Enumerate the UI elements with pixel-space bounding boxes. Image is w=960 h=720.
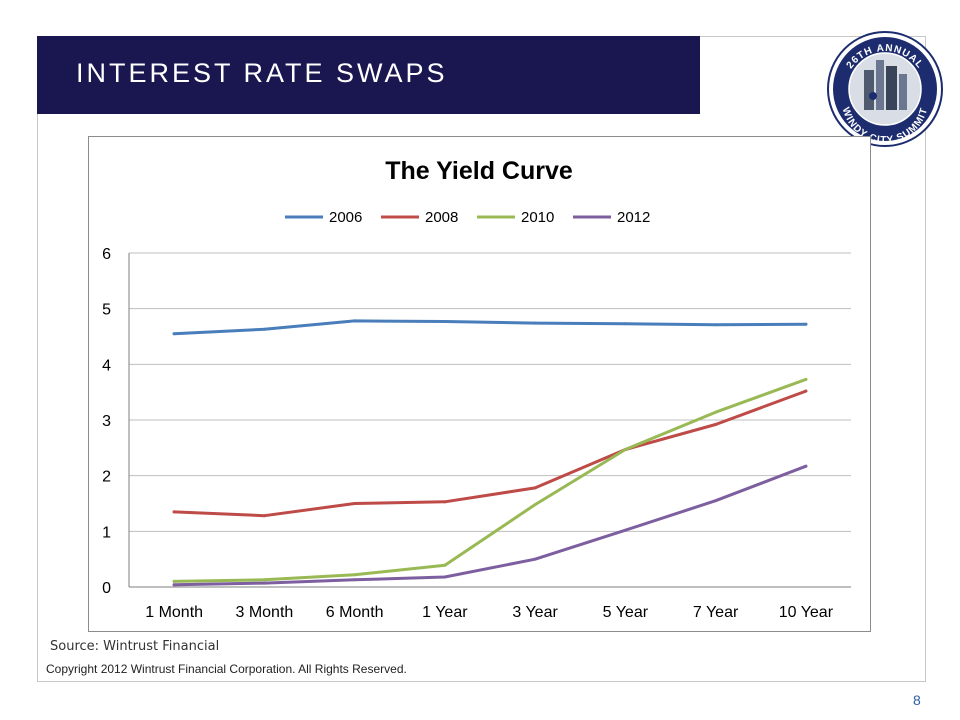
x-tick-label: 3 Year (512, 604, 558, 621)
data-point-2008 (804, 389, 808, 393)
summit-logo: 26TH ANNUAL WINDY CITY SUMMIT (827, 31, 943, 147)
chart-axes: 0 1 2 3 4 5 6 1 Month 3 Month 6 Month 1 Year 3 Year… (102, 246, 851, 621)
data-point-2008 (714, 422, 718, 426)
data-point-2010 (172, 579, 176, 583)
copyright-notice: Copyright 2012 Wintrust Financial Corpor… (46, 662, 407, 676)
legend-label-2012: 2012 (617, 209, 650, 226)
data-point-2010 (804, 377, 808, 381)
x-tick-label: 7 Year (693, 604, 739, 621)
legend-label-2006: 2006 (329, 209, 362, 226)
y-tick-label: 5 (102, 302, 111, 319)
data-point-2010 (443, 563, 447, 567)
y-tick-label: 2 (102, 469, 111, 486)
data-point-2006 (623, 322, 627, 326)
data-point-2006 (714, 323, 718, 327)
yield-curve-chart: The Yield Curve 2006 2008 2010 2012 0 1 2 3 4 5 6… (102, 157, 851, 621)
chart-title: The Yield Curve (385, 157, 573, 185)
data-point-2010 (533, 503, 537, 507)
data-point-2006 (353, 319, 357, 323)
slide-title: INTEREST RATE SWAPS (76, 58, 448, 88)
y-tick-label: 3 (102, 413, 111, 430)
x-tick-label: 1 Year (422, 604, 468, 621)
legend-label-2010: 2010 (521, 209, 554, 226)
chart-series (172, 319, 808, 587)
legend-label-2008: 2008 (425, 209, 458, 226)
data-point-2008 (533, 486, 537, 490)
data-point-2008 (172, 510, 176, 514)
logo-inner-disc (848, 52, 922, 126)
data-point-2012 (353, 578, 357, 582)
data-point-2006 (262, 327, 266, 331)
data-point-2008 (262, 514, 266, 518)
data-point-2006 (533, 321, 537, 325)
y-tick-label: 4 (102, 357, 111, 374)
series-line-2012 (172, 464, 808, 587)
title-banner (37, 36, 700, 114)
data-point-2012 (714, 499, 718, 503)
x-tick-label: 10 Year (779, 604, 834, 621)
data-point-2010 (714, 410, 718, 414)
x-tick-label: 5 Year (603, 604, 649, 621)
data-point-2006 (443, 319, 447, 323)
data-point-2006 (804, 322, 808, 326)
data-point-2008 (353, 502, 357, 505)
logo-skyline-figures (864, 60, 907, 110)
data-point-2012 (172, 583, 176, 587)
data-point-2012 (262, 581, 266, 585)
data-point-2006 (172, 332, 176, 336)
series-line-2008 (172, 389, 808, 518)
data-point-2010 (262, 578, 266, 582)
source-note: Source: Wintrust Financial (50, 639, 220, 654)
y-tick-label: 0 (102, 580, 111, 597)
data-point-2012 (533, 557, 537, 561)
data-point-2010 (623, 448, 627, 452)
data-point-2012 (804, 464, 808, 468)
data-point-2012 (623, 528, 627, 532)
series-line-2006 (172, 319, 808, 336)
chart-container: The Yield Curve 2006 2008 2010 2012 0 1 2 3 4 5 6… (88, 136, 871, 632)
data-point-2008 (443, 500, 447, 504)
series-line-2010 (172, 377, 808, 583)
x-tick-label: 6 Month (326, 604, 384, 621)
y-tick-label: 1 (102, 524, 111, 541)
chart-legend: 2006 2008 2010 2012 (285, 209, 650, 226)
x-tick-label: 1 Month (145, 604, 203, 621)
data-point-2012 (443, 575, 447, 579)
data-point-2010 (353, 573, 357, 577)
y-tick-label: 6 (102, 246, 111, 263)
x-tick-label: 3 Month (235, 604, 293, 621)
page-number: 8 (913, 692, 921, 708)
